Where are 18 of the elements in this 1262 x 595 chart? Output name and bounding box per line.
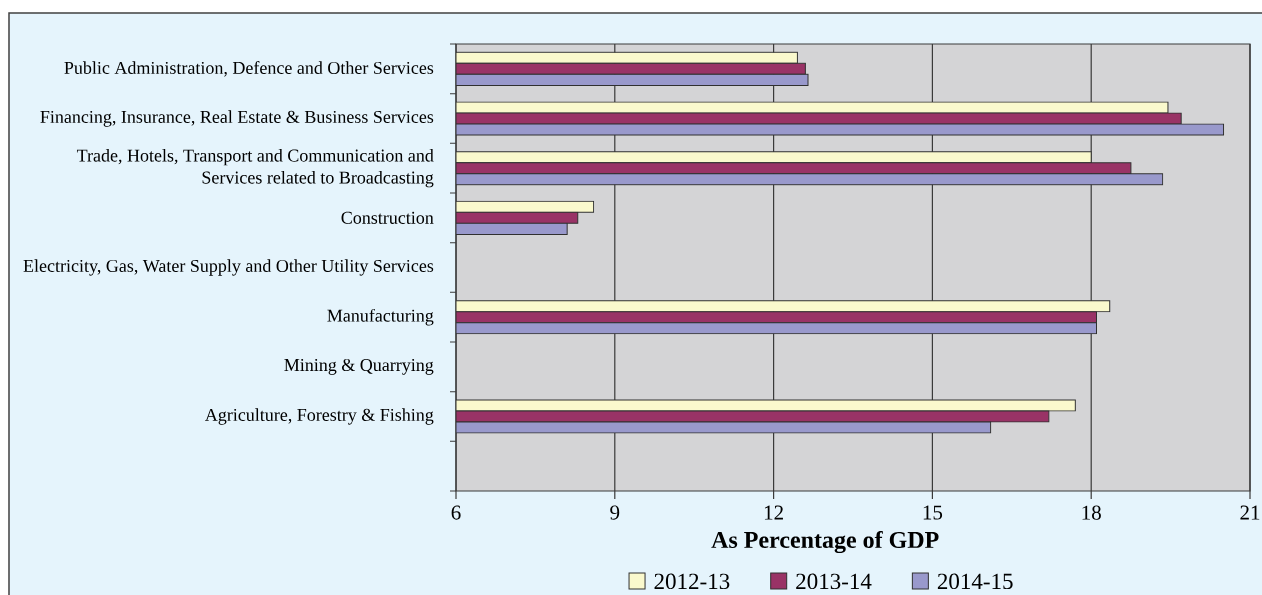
y-tick-label: Trade, Hotels, Transport and Communication and Services related to Broadcasting	[76, 148, 434, 188]
y-tick-label: Manufacturing	[327, 308, 434, 326]
x-tick-label: 18	[1082, 505, 1101, 520]
legend-label: 2012-13	[654, 573, 730, 590]
y-tick-label: Agriculture, Forestry & Fishing	[204, 408, 434, 425]
legend-label: 2014-15	[937, 573, 1013, 590]
x-tick-label: 12	[764, 505, 783, 520]
legend-label: 2013-14	[796, 573, 872, 590]
x-tick-label: 15	[923, 505, 943, 520]
y-tick-label: Construction	[341, 211, 434, 224]
x-tick-label: 21	[1240, 505, 1260, 520]
x-tick-label: 9	[610, 505, 620, 520]
y-tick-label: Electricity, Gas, Water Supply and Other Utility Services	[23, 259, 434, 276]
y-tick-label: Financing, Insurance, Real Estate & Business Services	[40, 110, 434, 127]
x-axis-title: As Percentage of GDP	[711, 530, 939, 554]
x-tick-label: 6	[451, 505, 461, 520]
y-tick-label: Mining & Quarrying	[284, 358, 434, 375]
y-tick-label: Public Administration, Defence and Other Services	[64, 61, 434, 77]
